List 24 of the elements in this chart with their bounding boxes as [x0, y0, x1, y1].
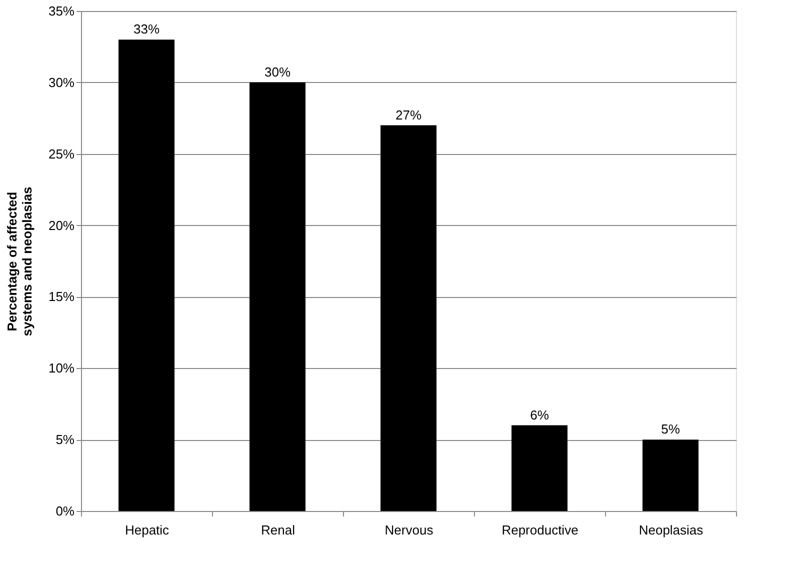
y-tick-label: 10%	[48, 360, 75, 376]
data-label: 5%	[661, 422, 680, 437]
x-tick-label: Reproductive	[502, 522, 578, 538]
bar	[118, 40, 174, 511]
data-label: 6%	[530, 407, 550, 422]
y-tick-label: 5%	[56, 432, 75, 448]
data-label: 27%	[395, 107, 422, 122]
y-axis-title: Percentage of affected systems and neoplasias	[4, 186, 34, 336]
data-label: 33%	[133, 22, 160, 37]
y-tick-label: 0%	[56, 504, 75, 518]
y-tick-label: 35%	[48, 4, 75, 18]
y-tick-label: 15%	[48, 289, 75, 304]
x-tick-label: Neoplasias	[638, 522, 704, 538]
y-tick-label: 20%	[48, 218, 75, 233]
bar	[512, 425, 568, 511]
bar	[380, 125, 436, 511]
bar	[642, 440, 698, 511]
x-tick-label: Nervous	[384, 522, 434, 538]
x-tick-label: Hepatic	[124, 522, 170, 538]
y-tick-label: 30%	[48, 74, 75, 90]
x-tick-label: Renal	[261, 522, 296, 538]
bar	[250, 82, 306, 511]
data-label: 30%	[264, 64, 291, 80]
y-tick-label: 25%	[48, 146, 75, 162]
